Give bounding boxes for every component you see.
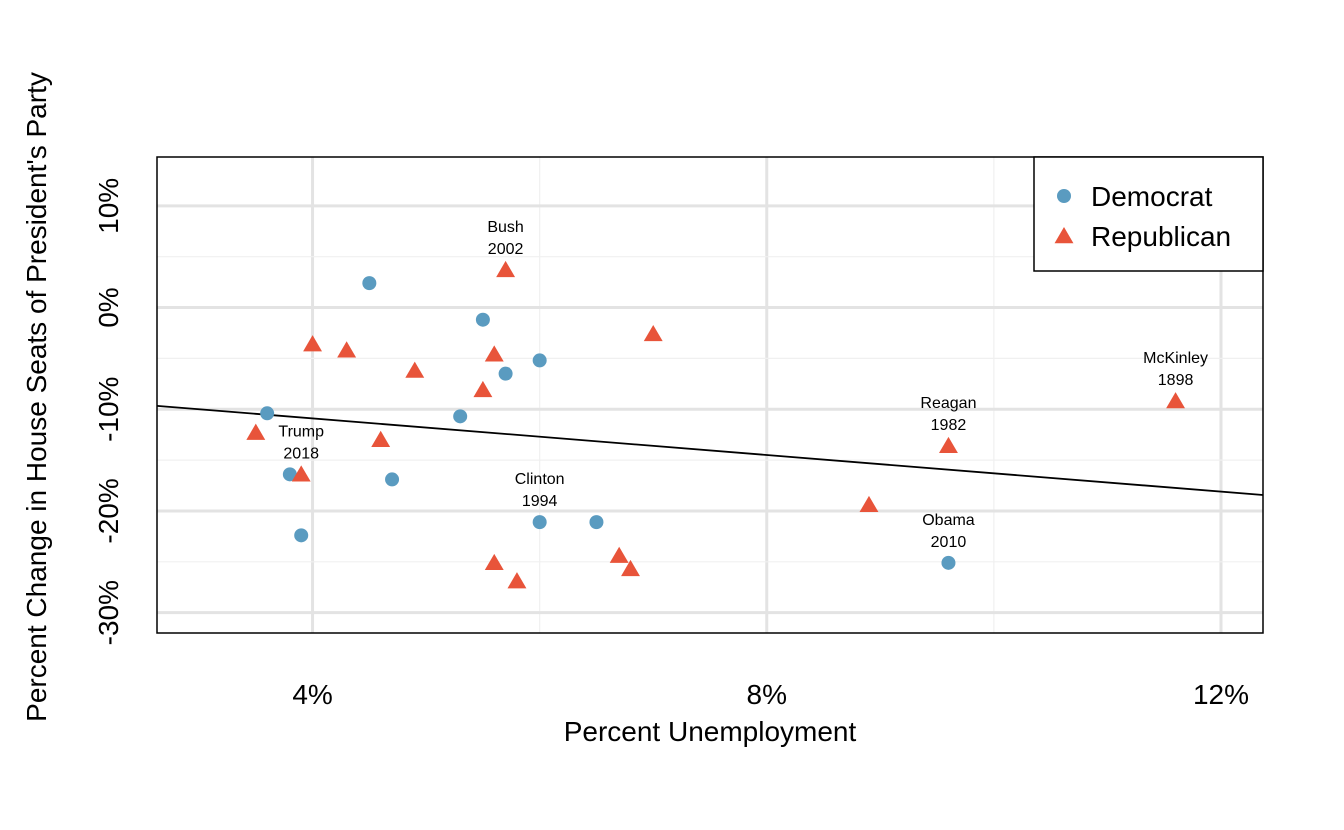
annotation-label: McKinley xyxy=(1143,350,1208,367)
annotations: Bush 2002 Trump 2018 Clinton 1994 Obama 2010 Rea… xyxy=(278,219,1208,551)
annotation-label: Trump xyxy=(278,423,324,440)
republican-point xyxy=(246,423,266,440)
republican-point xyxy=(621,559,640,577)
democrat-point xyxy=(941,555,956,570)
trend-line-group xyxy=(156,404,1264,496)
legend-democrat-marker xyxy=(1057,189,1071,203)
democrat-point xyxy=(453,409,468,424)
trend-line xyxy=(156,404,1264,496)
republican-point xyxy=(405,361,425,378)
republican-point xyxy=(371,430,391,447)
x-axis-title: Percent Unemployment xyxy=(564,716,857,747)
annotation-year: 1982 xyxy=(931,417,967,434)
annotation-year: 2010 xyxy=(931,534,967,551)
x-axis-ticks: 4% 8% 12% xyxy=(292,679,1249,710)
legend-republican-label: Republican xyxy=(1091,221,1231,252)
republican-point xyxy=(496,260,516,278)
republican-point xyxy=(1166,392,1186,409)
annotation-label: Reagan xyxy=(920,395,976,412)
annotation-year: 2002 xyxy=(488,241,524,258)
democrat-point xyxy=(532,353,547,368)
republican-point xyxy=(609,546,629,563)
y-tick-label: 0% xyxy=(93,287,124,327)
republican-point xyxy=(473,380,493,398)
annotation-label: Bush xyxy=(487,219,523,236)
republican-point xyxy=(859,495,879,513)
y-tick-label: -20% xyxy=(93,478,124,543)
republican-point xyxy=(484,345,504,362)
democrat-point xyxy=(294,528,309,543)
annotation-year: 2018 xyxy=(283,445,319,462)
democrat-point xyxy=(260,406,275,421)
legend-democrat-label: Democrat xyxy=(1091,181,1213,212)
y-tick-label: -10% xyxy=(93,377,124,442)
democrat-point xyxy=(362,276,377,291)
democrat-point xyxy=(385,472,400,487)
democrat-point xyxy=(589,515,604,530)
y-tick-label: -30% xyxy=(93,580,124,645)
annotation-label: Obama xyxy=(922,512,975,529)
legend: Democrat Republican xyxy=(1033,156,1264,272)
x-tick-label: 4% xyxy=(292,679,332,710)
democrat-point xyxy=(475,312,490,327)
annotation-year: 1898 xyxy=(1158,372,1194,389)
y-axis-title: Percent Change in House Seats of Preside… xyxy=(21,72,52,722)
annotation-label: Clinton xyxy=(515,471,565,488)
plot-frame xyxy=(156,156,1264,634)
democrat-point xyxy=(282,467,297,482)
republican-point xyxy=(337,341,357,358)
legend-box xyxy=(1033,156,1264,272)
annotation-year: 1994 xyxy=(522,493,558,510)
republican-point xyxy=(484,553,504,571)
y-tick-label: 10% xyxy=(93,178,124,234)
republican-point xyxy=(291,465,311,482)
y-axis-ticks: 10% 0% -10% -20% -30% xyxy=(93,178,124,646)
republican-point xyxy=(643,324,663,342)
x-tick-label: 8% xyxy=(747,679,787,710)
republican-point xyxy=(303,335,323,352)
data-points xyxy=(246,260,1186,589)
republican-point xyxy=(939,436,958,454)
x-tick-label: 12% xyxy=(1193,679,1249,710)
legend-republican-marker xyxy=(1054,227,1074,244)
democrat-point xyxy=(532,515,547,530)
republican-point xyxy=(507,572,527,589)
democrat-point xyxy=(498,366,513,381)
